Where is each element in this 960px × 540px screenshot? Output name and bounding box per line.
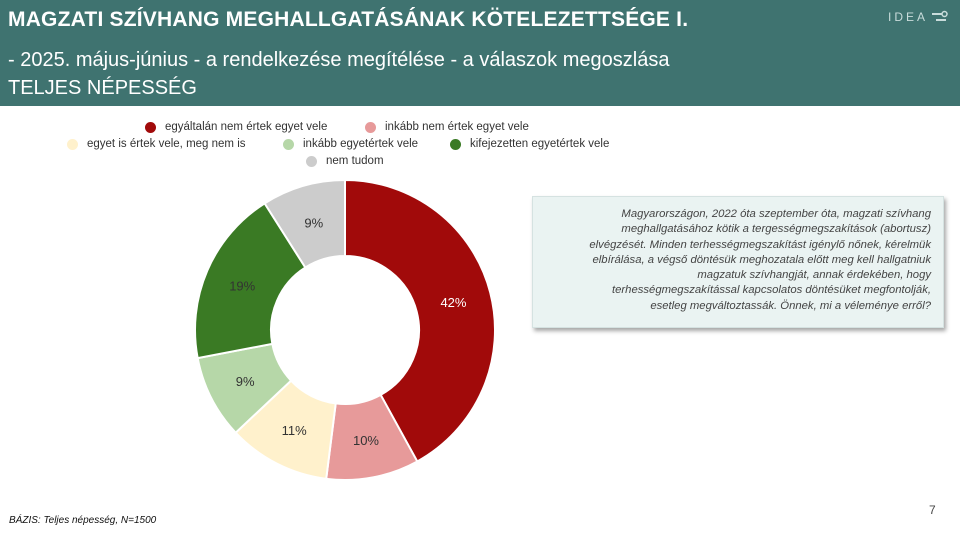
- question-line: esetleg megváltoztassák. Önnek, mi a vél…: [650, 299, 931, 312]
- legend-label: kifejezetten egyetértek vele: [470, 138, 610, 150]
- header-banner: MAGZATI SZÍVHANG MEGHALLGATÁSÁNAK KÖTELE…: [0, 0, 960, 106]
- population-label: TELJES NÉPESSÉG: [8, 77, 197, 99]
- question-line: elbírálása, a végső döntésük meghozatala…: [592, 253, 932, 266]
- slice-label: 10%: [353, 433, 379, 448]
- legend-label: egyet is értek vele, meg nem is: [87, 138, 246, 150]
- legend-item: egyet is értek vele, meg nem is: [67, 138, 246, 150]
- question-line: Magyarországon, 2022 óta szeptember óta,…: [621, 208, 931, 220]
- donut-chart: 42% 10% 11% 9% 19% 9%: [190, 175, 500, 485]
- idea-logo: IDEA: [888, 10, 948, 24]
- legend-swatch: [450, 138, 461, 150]
- legend-item: kifejezetten egyetértek vele: [450, 138, 609, 150]
- question-textbox: Magyarországon, 2022 óta szeptember óta,…: [532, 196, 944, 328]
- legend-label: nem tudom: [326, 155, 384, 167]
- chart-legend: egyáltalán nem értek egyet vele inkább n…: [0, 119, 700, 175]
- donut-svg: 42% 10% 11% 9% 19% 9%: [194, 178, 496, 481]
- legend-label: egyáltalán nem értek egyet vele: [165, 121, 328, 133]
- slice-label: 42%: [440, 295, 466, 310]
- legend-swatch: [283, 138, 294, 150]
- slice-label: 11%: [282, 423, 307, 438]
- legend-swatch: [365, 121, 376, 133]
- donut-slice: [194, 201, 307, 360]
- question-line: magzatuk szívhangját, annak érdekében, h…: [697, 269, 931, 282]
- legend-item: inkább egyetértek vele: [283, 138, 418, 150]
- donut-slice: [263, 178, 346, 269]
- logo-mark-icon: [932, 10, 948, 21]
- legend-swatch: [145, 121, 156, 133]
- legend-label: inkább nem értek egyet vele: [385, 121, 529, 133]
- legend-item: egyáltalán nem értek egyet vele: [145, 121, 327, 133]
- legend-label: inkább egyetértek vele: [303, 138, 419, 150]
- question-line: elvégzését. Minden terhességmegszakítást…: [589, 238, 931, 251]
- page-subtitle: - 2025. május-június - a rendelkezése me…: [8, 49, 670, 71]
- page-number: 7: [929, 503, 936, 517]
- legend-item: inkább nem értek egyet vele: [365, 121, 529, 133]
- legend-swatch: [306, 155, 317, 167]
- page-title: MAGZATI SZÍVHANG MEGHALLGATÁSÁNAK KÖTELE…: [8, 8, 689, 31]
- donut-slice: [344, 178, 496, 463]
- question-line: terhességmegszakítással kapcsolatos dönt…: [612, 284, 931, 297]
- legend-item: nem tudom: [306, 155, 384, 167]
- logo-text: IDEA: [887, 10, 928, 24]
- question-line: meghallgatásához kötik a tergességmegsza…: [621, 223, 931, 236]
- legend-swatch: [67, 138, 78, 150]
- slice-label: 9%: [236, 374, 255, 389]
- slice-label: 19%: [229, 279, 255, 294]
- base-note: BÁZIS: Teljes népesség, N=1500: [9, 515, 157, 526]
- slice-label: 9%: [304, 215, 323, 230]
